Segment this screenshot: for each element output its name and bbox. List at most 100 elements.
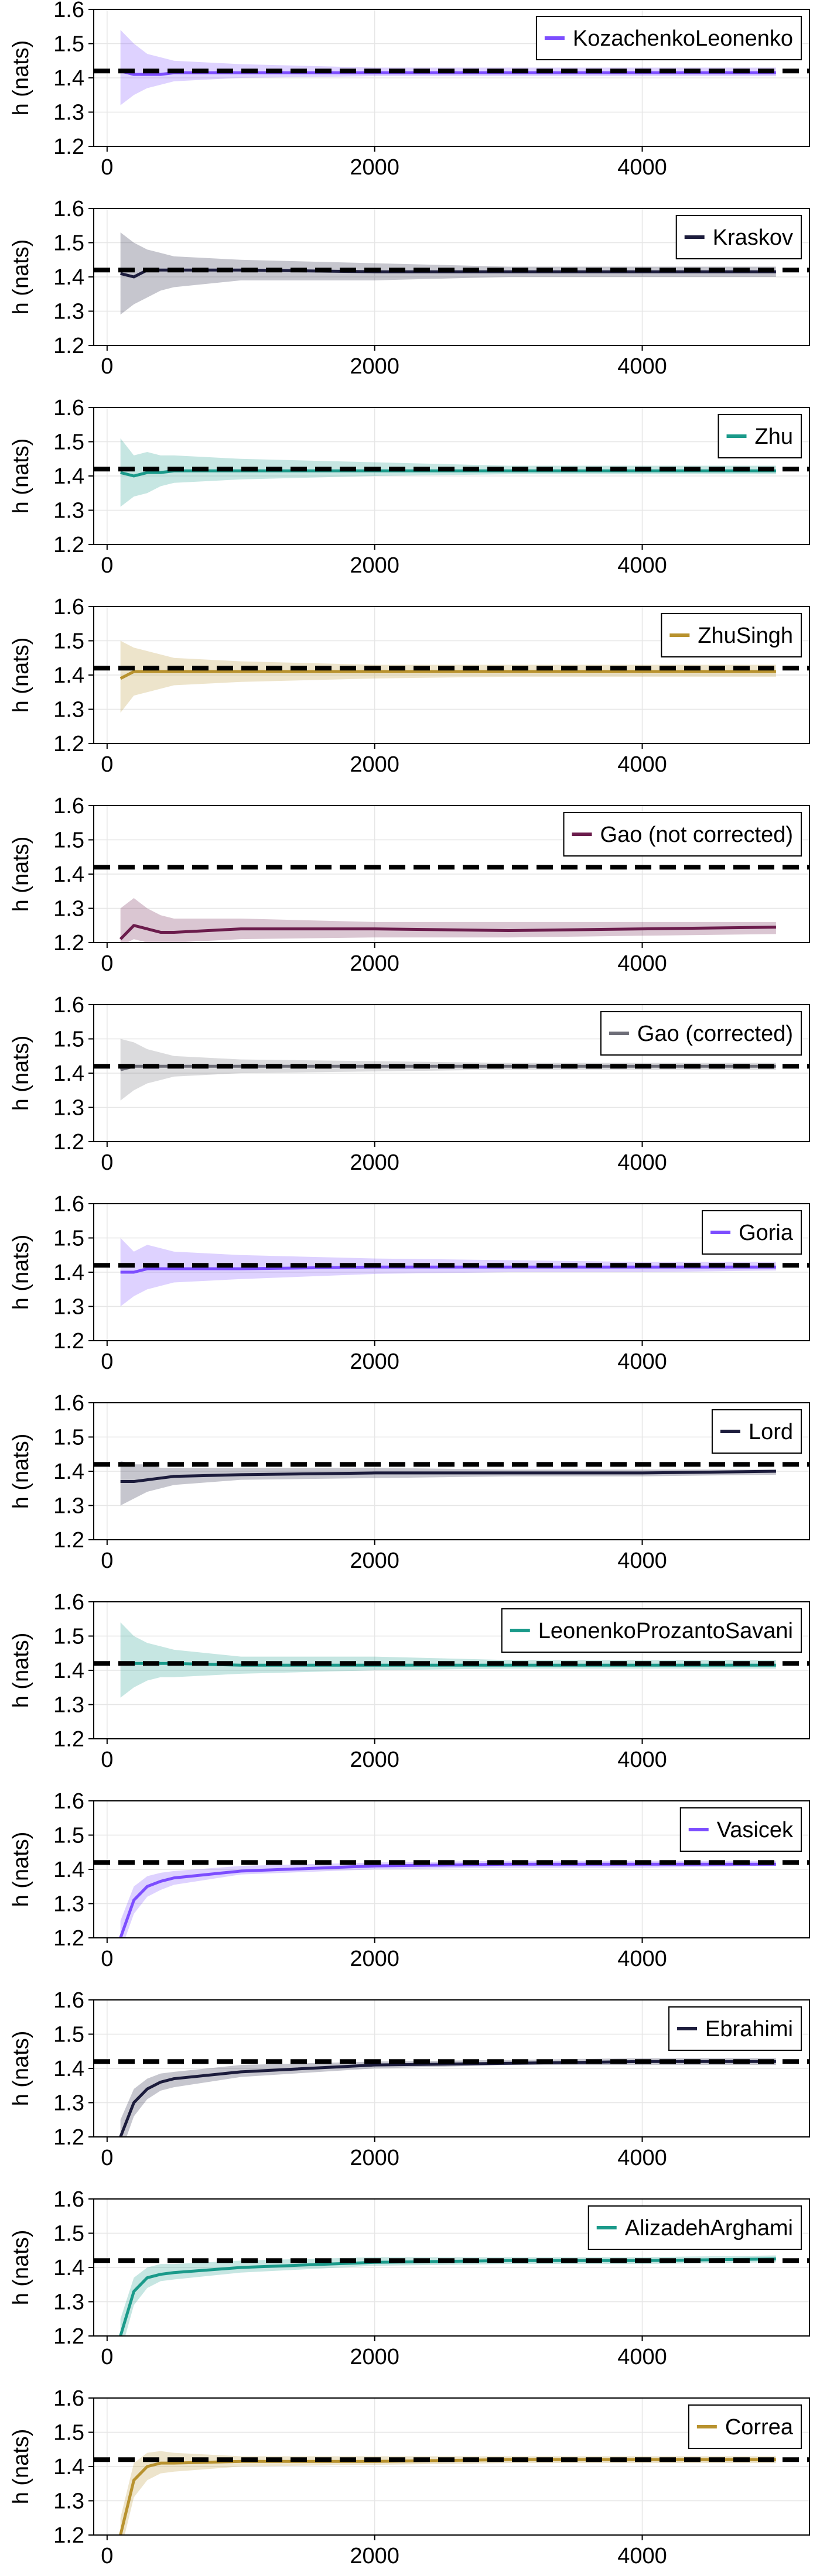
x-tick-label: 0 (101, 155, 113, 180)
x-tick-label: 4000 (617, 2544, 667, 2568)
legend: Lord (711, 1409, 802, 1454)
x-tick-label: 0 (101, 553, 113, 578)
y-tick-label: 1.6 (53, 1192, 84, 1217)
x-tick-label: 0 (101, 2345, 113, 2369)
plot-area (119, 898, 776, 943)
confidence-band (120, 232, 776, 315)
y-tick-label: 1.2 (53, 1727, 84, 1752)
legend-label: ZhuSingh (698, 624, 793, 648)
x-tick-label: 4000 (617, 354, 667, 379)
y-tick-label: 1.5 (53, 1027, 84, 1052)
legend-label: AlizadehArghami (625, 2216, 793, 2241)
y-tick-label: 1.4 (53, 1659, 84, 1683)
legend-label: Goria (739, 1221, 794, 1245)
x-tick-label: 0 (101, 1549, 113, 1573)
y-tick-label: 1.5 (53, 231, 84, 256)
y-tick-label: 1.5 (53, 828, 84, 853)
confidence-band (120, 438, 776, 507)
x-tick-label: 0 (101, 951, 113, 976)
plot-area (120, 438, 776, 507)
legend: Kraskov (675, 215, 802, 259)
x-tick-label: 0 (101, 1748, 113, 1772)
y-tick-label: 1.5 (53, 1426, 84, 1450)
y-tick-label: 1.2 (53, 2324, 84, 2349)
y-tick-label: 1.3 (53, 2091, 84, 2116)
panel-11: 1.2 1.3 1.4 1.5 1.6 0 2000 4000 h (nats) Alizadeh… (9, 2187, 810, 2369)
y-tick-label: 1.2 (53, 334, 84, 358)
series-line (120, 1469, 776, 1484)
series-line (119, 924, 776, 940)
confidence-band (120, 2058, 776, 2137)
legend: Vasicek (679, 1807, 802, 1852)
y-tick-label: 1.6 (53, 595, 84, 619)
panel-2: 1.2 1.3 1.4 1.5 1.6 0 2000 4000 h (nats) Zhu (9, 396, 810, 578)
y-tick-label: 1.5 (53, 2023, 84, 2047)
y-axis-label: h (nats) (9, 40, 33, 116)
legend-label: Kraskov (713, 225, 793, 250)
x-tick-label: 2000 (350, 2146, 399, 2170)
panel-8: 1.2 1.3 1.4 1.5 1.6 0 2000 4000 h (nats) Leonenko… (9, 1590, 810, 1772)
x-tick-label: 4000 (617, 1549, 667, 1573)
legend: AlizadehArghami (587, 2205, 802, 2250)
x-tick-label: 4000 (617, 2345, 667, 2369)
panel-4: 1.2 1.3 1.4 1.5 1.6 0 2000 4000 h (nats) Gao (not… (9, 794, 810, 976)
y-axis-label: h (nats) (9, 1036, 33, 1111)
confidence-band (120, 30, 776, 105)
y-tick-label: 1.5 (53, 1824, 84, 1848)
y-tick-label: 1.6 (53, 1391, 84, 1416)
x-tick-label: 4000 (617, 951, 667, 976)
x-tick-label: 0 (101, 1150, 113, 1175)
x-tick-label: 2000 (350, 1150, 399, 1175)
y-axis-label: h (nats) (9, 439, 33, 514)
legend: ZhuSingh (661, 613, 802, 657)
legend-label: Gao (corrected) (637, 1022, 793, 1046)
legend-label: Correa (725, 2415, 794, 2440)
legend-label: Ebrahimi (705, 2017, 793, 2041)
y-tick-label: 1.3 (53, 2489, 84, 2514)
y-tick-label: 1.4 (53, 2455, 84, 2479)
x-tick-label: 0 (101, 1947, 113, 1971)
y-tick-label: 1.4 (53, 1460, 84, 1484)
panel-6: 1.2 1.3 1.4 1.5 1.6 0 2000 4000 h (nats) Goria (9, 1192, 810, 1374)
y-tick-label: 1.4 (53, 2057, 84, 2081)
y-tick-label: 1.3 (53, 300, 84, 324)
y-tick-label: 1.6 (53, 2187, 84, 2212)
panel-3: 1.2 1.3 1.4 1.5 1.6 0 2000 4000 h (nats) ZhuSingh (9, 595, 810, 777)
plot-area (120, 1461, 776, 1506)
plot-area (119, 2255, 776, 2336)
x-tick-label: 4000 (617, 2146, 667, 2170)
y-tick-label: 1.4 (53, 66, 84, 91)
y-tick-label: 1.3 (53, 897, 84, 922)
y-axis-label: h (nats) (9, 1235, 33, 1310)
y-tick-label: 1.3 (53, 1295, 84, 1320)
y-axis-label: h (nats) (9, 2230, 33, 2306)
panel-12: 1.2 1.3 1.4 1.5 1.6 0 2000 4000 h (nats) Correa (9, 2386, 810, 2568)
series-line (119, 670, 776, 680)
y-tick-label: 1.4 (53, 464, 84, 489)
y-tick-label: 1.5 (53, 1227, 84, 1251)
y-axis-label: h (nats) (9, 1434, 33, 1509)
plot-area (119, 2058, 776, 2137)
confidence-band (120, 640, 776, 713)
y-tick-label: 1.4 (53, 1061, 84, 1086)
legend: Gao (corrected) (600, 1011, 802, 1056)
y-tick-label: 1.3 (53, 698, 84, 722)
legend-label: Vasicek (717, 1818, 794, 1842)
legend: KozachenkoLeonenko (535, 16, 802, 60)
series-line (119, 2458, 776, 2535)
y-tick-label: 1.6 (53, 1988, 84, 2013)
x-tick-label: 2000 (350, 1748, 399, 1772)
y-axis-label: h (nats) (9, 1633, 33, 1708)
y-tick-label: 1.3 (53, 101, 84, 125)
x-tick-label: 0 (101, 2146, 113, 2170)
legend-box (563, 812, 802, 857)
x-tick-label: 2000 (350, 2345, 399, 2369)
x-tick-label: 2000 (350, 155, 399, 180)
y-axis-label: h (nats) (9, 239, 33, 315)
confidence-band (120, 1622, 776, 1698)
y-tick-label: 1.2 (53, 2523, 84, 2548)
x-tick-label: 4000 (617, 155, 667, 180)
x-tick-label: 4000 (617, 553, 667, 578)
confidence-band (120, 898, 776, 943)
plot-area (119, 640, 776, 713)
